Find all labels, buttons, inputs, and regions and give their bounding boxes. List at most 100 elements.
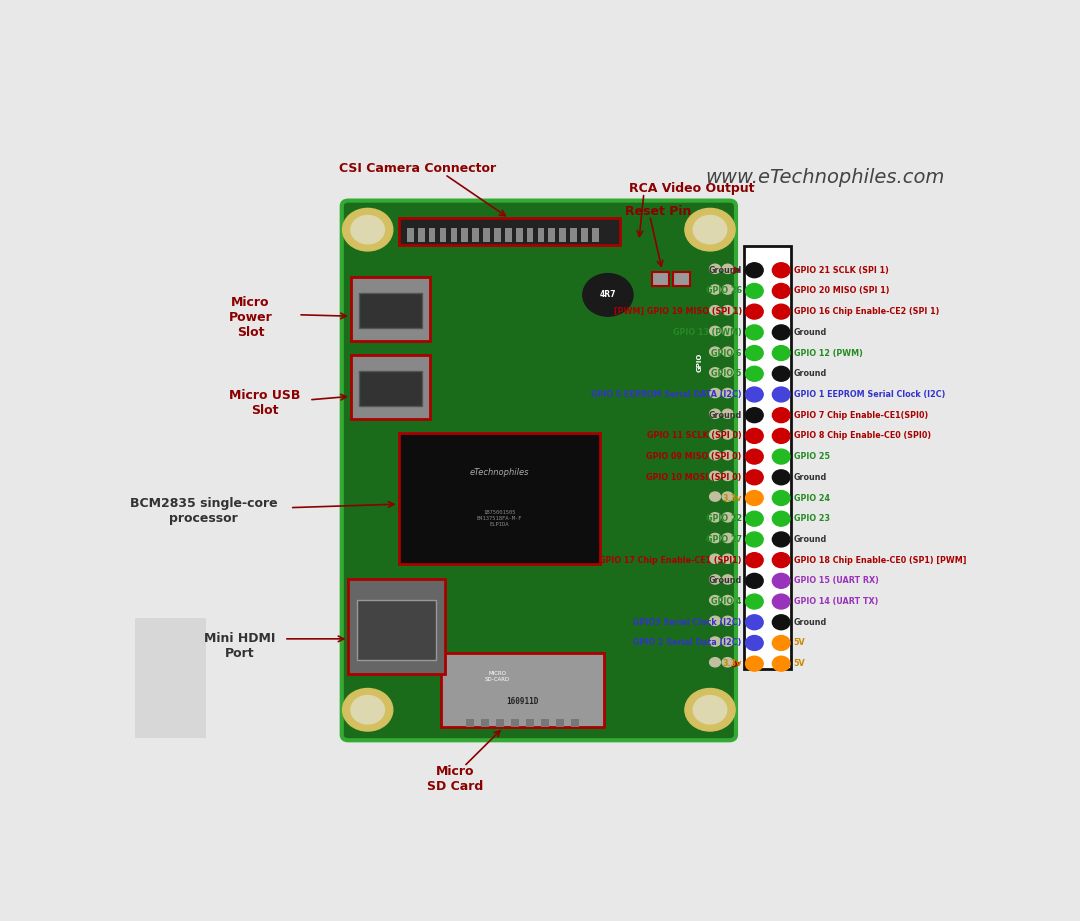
Circle shape <box>772 449 789 464</box>
Circle shape <box>772 511 789 526</box>
Text: GPIO3 Serial Clock (I2C): GPIO3 Serial Clock (I2C) <box>634 618 742 627</box>
Text: GPIO 21 SCLK (SPI 1): GPIO 21 SCLK (SPI 1) <box>794 266 889 274</box>
Bar <box>465 719 474 728</box>
Text: GPIO 20 MISO (SPI 1): GPIO 20 MISO (SPI 1) <box>794 286 889 296</box>
Circle shape <box>723 306 733 315</box>
Bar <box>481 719 489 728</box>
Text: GPIO 7 Chip Enable-CE1(SPI0): GPIO 7 Chip Enable-CE1(SPI0) <box>794 411 928 420</box>
Circle shape <box>723 409 733 418</box>
Circle shape <box>710 285 720 294</box>
Circle shape <box>723 554 733 564</box>
Bar <box>581 227 588 241</box>
Circle shape <box>710 389 720 398</box>
Circle shape <box>745 345 764 360</box>
Circle shape <box>710 533 720 542</box>
Bar <box>592 227 598 241</box>
Text: GPIO 15 (UART RX): GPIO 15 (UART RX) <box>794 577 879 586</box>
Circle shape <box>745 532 764 547</box>
Circle shape <box>723 389 733 398</box>
Text: RCA Video Output: RCA Video Output <box>629 182 754 195</box>
Text: Ground: Ground <box>794 472 827 482</box>
Bar <box>441 653 604 728</box>
Circle shape <box>583 274 633 316</box>
Circle shape <box>772 262 789 277</box>
Text: 5V: 5V <box>794 638 806 647</box>
Circle shape <box>710 409 720 418</box>
Bar <box>461 227 468 241</box>
Circle shape <box>723 264 733 274</box>
Circle shape <box>772 615 789 630</box>
Bar <box>450 227 457 241</box>
Circle shape <box>710 575 720 584</box>
Circle shape <box>745 449 764 464</box>
Circle shape <box>710 347 720 356</box>
Text: 1B75001505
B4137518FA-M-F
ELPIDA: 1B75001505 B4137518FA-M-F ELPIDA <box>476 510 522 527</box>
Circle shape <box>685 208 735 251</box>
Circle shape <box>772 345 789 360</box>
Circle shape <box>723 513 733 522</box>
Text: Mini HDMI
Port: Mini HDMI Port <box>204 632 275 660</box>
Circle shape <box>772 574 789 589</box>
Circle shape <box>772 635 789 650</box>
Circle shape <box>710 513 720 522</box>
Bar <box>511 719 519 728</box>
Text: Reset Pin: Reset Pin <box>624 204 691 217</box>
Text: GPIO 12 (PWM): GPIO 12 (PWM) <box>794 348 863 357</box>
Circle shape <box>745 553 764 567</box>
Text: GPIO 5: GPIO 5 <box>712 369 742 379</box>
Circle shape <box>685 689 735 731</box>
Circle shape <box>745 635 764 650</box>
Bar <box>440 227 446 241</box>
Circle shape <box>693 695 727 724</box>
Circle shape <box>342 689 393 731</box>
Text: www.eTechnophiles.com: www.eTechnophiles.com <box>706 169 945 187</box>
Circle shape <box>745 511 764 526</box>
Circle shape <box>745 367 764 381</box>
Bar <box>556 719 565 728</box>
Circle shape <box>710 450 720 460</box>
Text: GPIO 4: GPIO 4 <box>712 597 742 606</box>
Text: CSI Camera Connector: CSI Camera Connector <box>338 162 496 175</box>
Text: GPIO 14 (UART TX): GPIO 14 (UART TX) <box>794 597 878 606</box>
Bar <box>472 227 480 241</box>
Bar <box>360 293 422 328</box>
Circle shape <box>710 306 720 315</box>
Circle shape <box>772 367 789 381</box>
Circle shape <box>745 657 764 671</box>
Text: GPIO 18 Chip Enable-CE0 (SP1) [PWM]: GPIO 18 Chip Enable-CE0 (SP1) [PWM] <box>794 555 967 565</box>
Bar <box>483 227 490 241</box>
Bar <box>652 273 669 286</box>
Circle shape <box>745 304 764 319</box>
Text: Ground: Ground <box>794 369 827 379</box>
Circle shape <box>710 616 720 625</box>
Circle shape <box>723 637 733 647</box>
Circle shape <box>723 575 733 584</box>
Circle shape <box>772 387 789 402</box>
Circle shape <box>723 367 733 377</box>
Bar <box>526 719 535 728</box>
Bar <box>429 227 435 241</box>
Circle shape <box>745 594 764 609</box>
Circle shape <box>723 658 733 667</box>
Text: 5V: 5V <box>794 659 806 668</box>
Circle shape <box>745 262 764 277</box>
Bar <box>135 618 206 738</box>
Text: GPIO 22: GPIO 22 <box>705 514 742 523</box>
Bar <box>744 246 792 670</box>
Circle shape <box>772 470 789 484</box>
Bar <box>399 218 620 245</box>
Bar <box>559 227 566 241</box>
Text: Ground: Ground <box>794 535 827 544</box>
Circle shape <box>710 264 720 274</box>
Bar <box>538 227 544 241</box>
Circle shape <box>723 326 733 335</box>
Text: 160911D: 160911D <box>505 697 538 705</box>
Circle shape <box>772 408 789 423</box>
Text: GPIO 23: GPIO 23 <box>794 514 829 523</box>
Circle shape <box>723 616 733 625</box>
Circle shape <box>772 304 789 319</box>
Text: GPIO 8 Chip Enable-CE0 (SPI0): GPIO 8 Chip Enable-CE0 (SPI0) <box>794 431 931 440</box>
Text: GPIO 26: GPIO 26 <box>706 286 742 296</box>
Circle shape <box>351 695 384 724</box>
Circle shape <box>745 470 764 484</box>
